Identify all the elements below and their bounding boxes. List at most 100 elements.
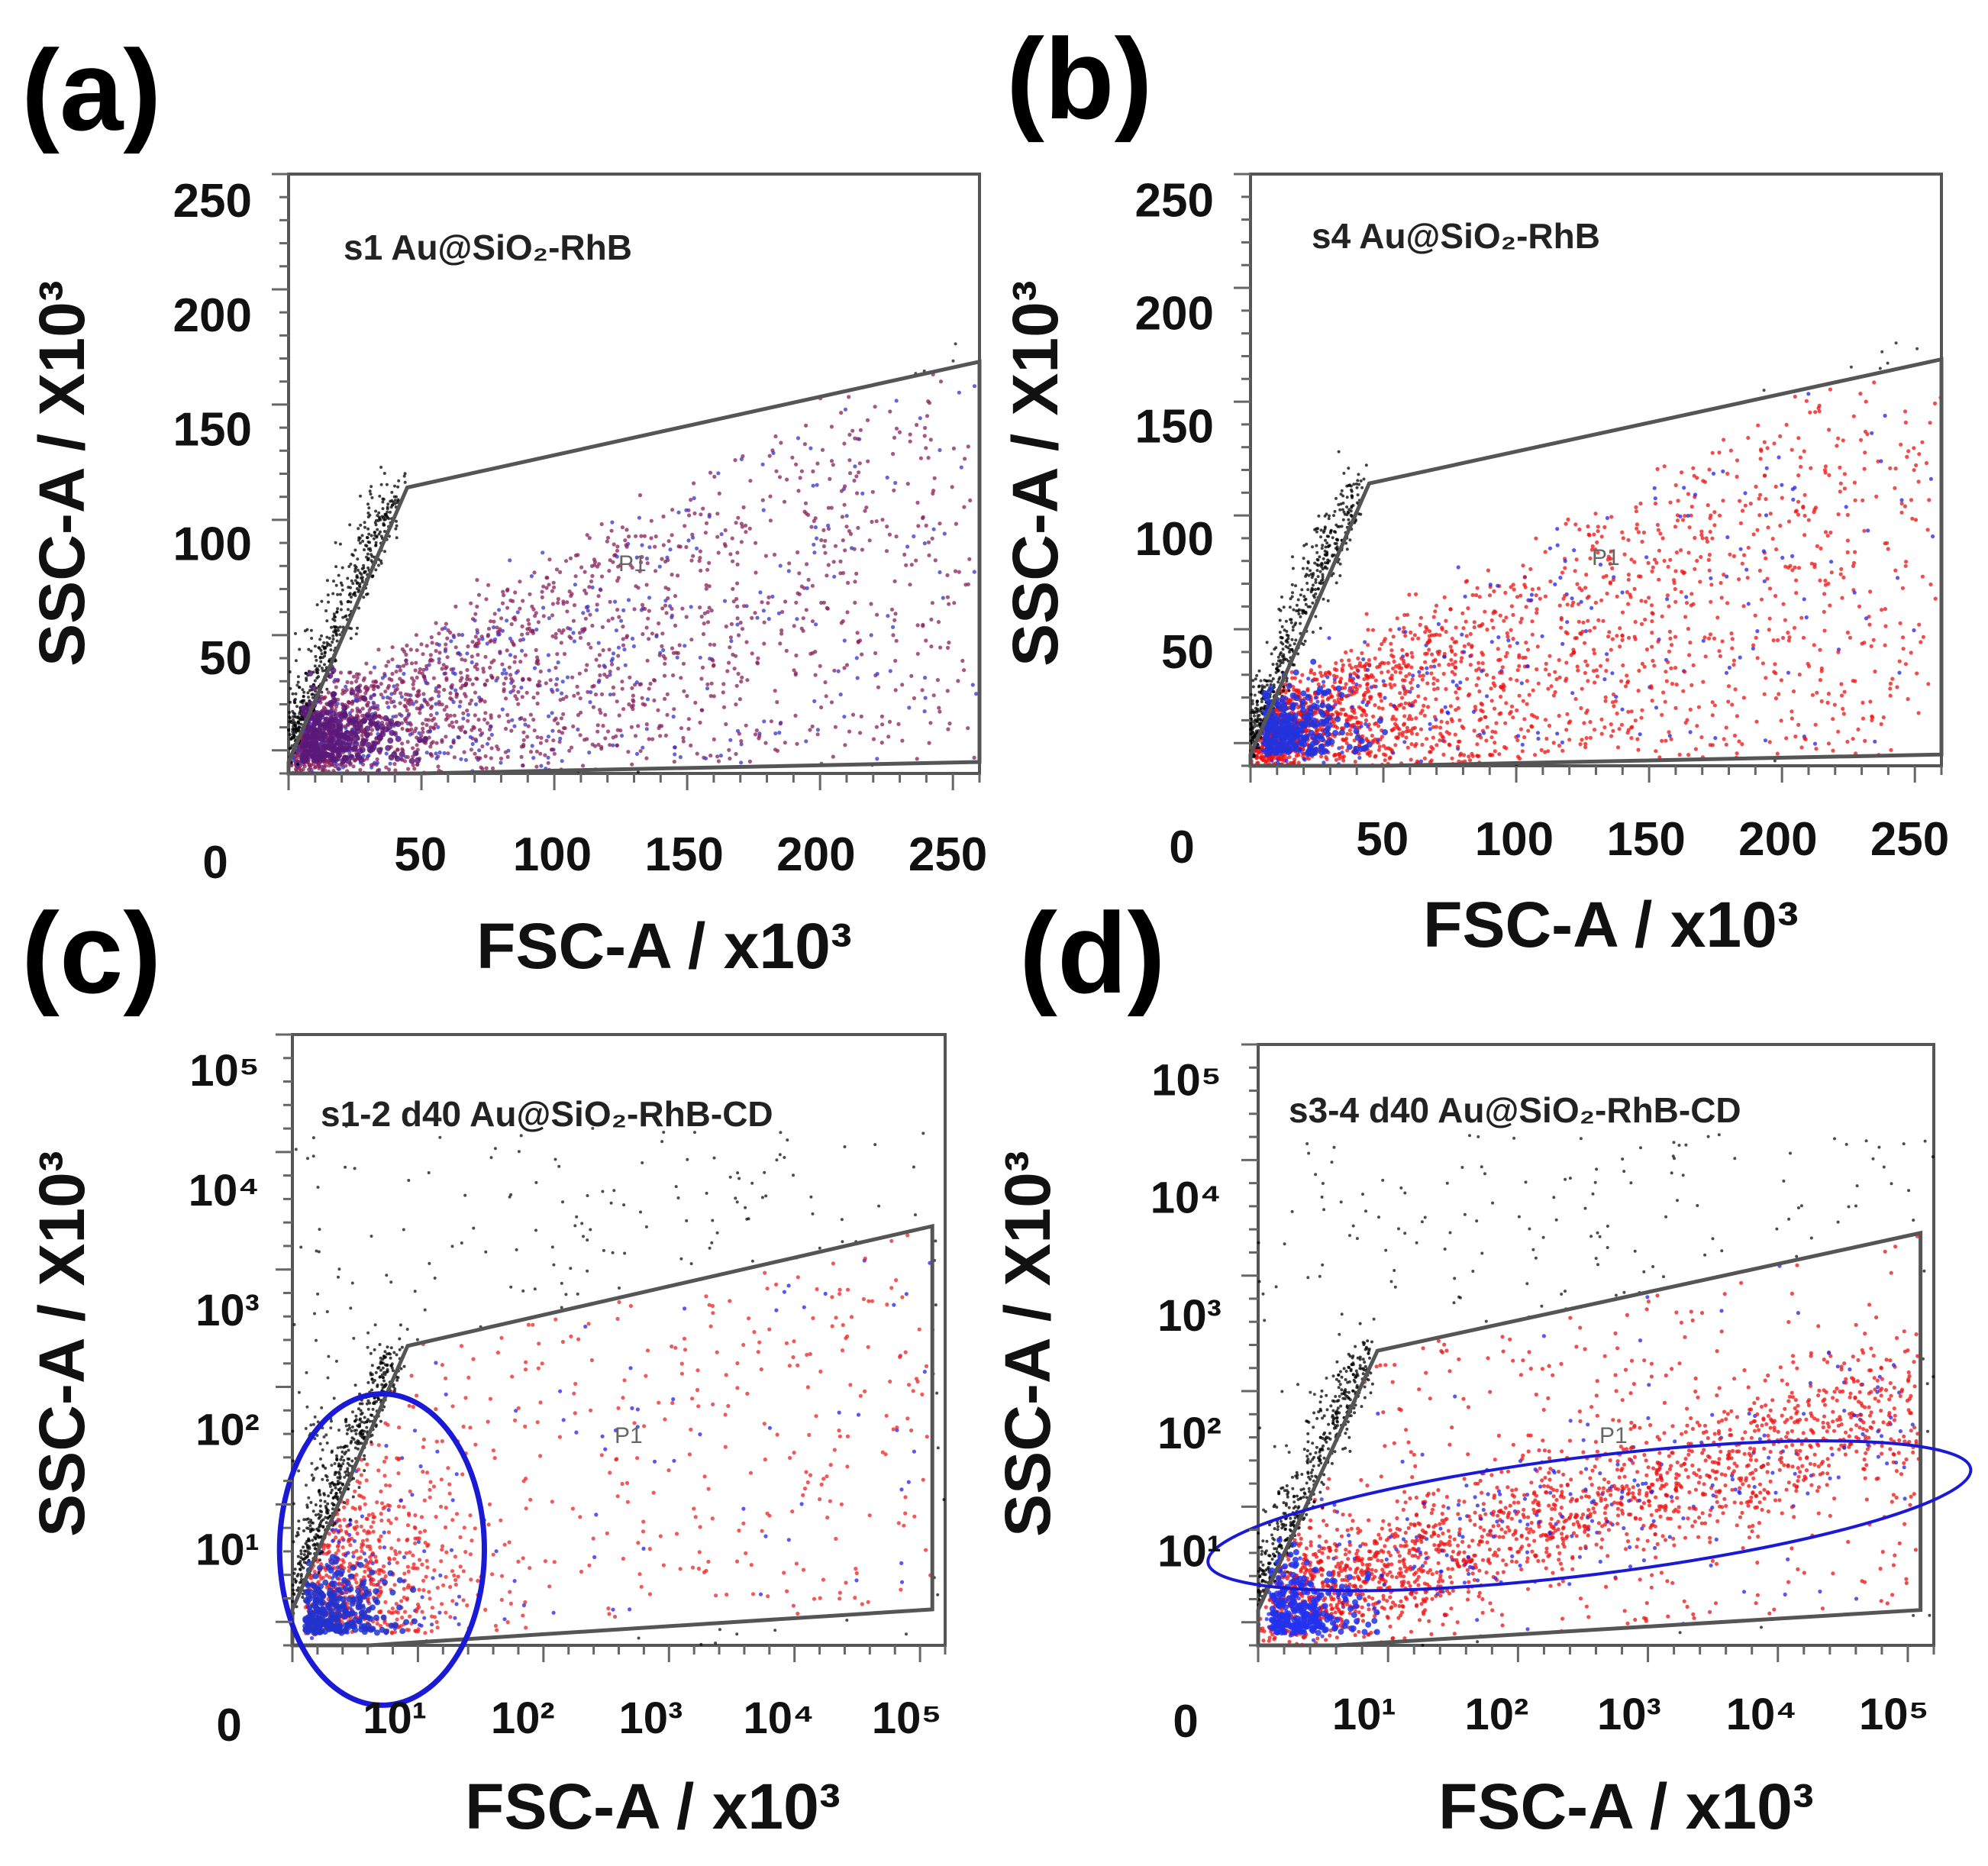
gated-event-dot [1434, 603, 1439, 608]
gated-event-dot [972, 755, 976, 760]
ungated-event-dot [288, 711, 292, 714]
gated-event-dot [951, 446, 956, 451]
gated-event-dot [824, 694, 828, 699]
gated-event-dot [428, 744, 433, 749]
gated-event-dot [1522, 735, 1527, 740]
fluorescent-event-dot [555, 676, 560, 681]
gated-event-dot [859, 714, 863, 719]
fluorescent-event-dot [1780, 555, 1785, 560]
ungated-event-dot [325, 579, 329, 583]
gated-event-dot [521, 677, 525, 682]
gated-event-dot [413, 668, 418, 673]
gated-event-dot [1668, 636, 1673, 641]
gated-event-dot [1544, 667, 1548, 672]
gated-event-dot [425, 702, 431, 707]
gated-event-dot [440, 702, 444, 707]
gated-event-dot [522, 718, 527, 722]
gated-event-dot [581, 764, 586, 768]
gated-event-dot [1666, 660, 1670, 664]
gated-event-dot [1635, 522, 1639, 527]
gated-event-dot [645, 561, 650, 566]
y-tick-label: 200 [173, 289, 252, 342]
gated-event-dot [1650, 611, 1654, 615]
gated-event-dot [313, 765, 318, 770]
gated-event-dot [1691, 663, 1696, 668]
gated-event-dot [819, 538, 824, 543]
gated-event-dot [486, 721, 490, 725]
fluorescent-event-dot [923, 696, 928, 700]
gated-event-dot [1783, 618, 1787, 622]
ungated-event-dot [288, 733, 292, 737]
gated-event-dot [1671, 578, 1677, 583]
gated-event-dot [1831, 748, 1835, 753]
gated-event-dot [1509, 704, 1515, 709]
gated-event-dot [924, 523, 928, 528]
gated-event-dot [1485, 628, 1489, 632]
gated-event-dot [829, 425, 834, 429]
gated-event-dot [1423, 630, 1428, 634]
gated-event-dot [721, 705, 727, 709]
gated-event-dot [829, 505, 834, 510]
gated-event-dot [1760, 661, 1765, 666]
gated-event-dot [689, 638, 694, 642]
gated-event-dot [1587, 628, 1593, 633]
ungated-event-dot [332, 625, 336, 628]
gated-event-dot [474, 676, 479, 681]
gated-event-dot [1798, 455, 1802, 460]
gated-event-dot [1432, 633, 1437, 638]
gated-event-dot [592, 557, 597, 562]
gated-event-dot [502, 681, 506, 686]
gated-event-dot [1461, 626, 1466, 631]
gated-event-dot [479, 765, 483, 770]
gated-event-dot [712, 474, 717, 479]
gated-event-dot [476, 718, 481, 722]
gated-event-dot [932, 476, 937, 480]
ungated-event-dot [357, 527, 360, 531]
gated-event-dot [1771, 638, 1776, 643]
gated-event-dot [1660, 738, 1664, 744]
gated-event-dot [293, 767, 299, 771]
gated-event-dot [662, 673, 667, 678]
ungated-event-dot [363, 521, 366, 525]
gated-event-dot [437, 689, 441, 695]
gated-event-dot [802, 509, 807, 514]
gated-event-dot [1794, 578, 1799, 583]
gated-event-dot [698, 720, 702, 725]
gated-event-dot [1779, 718, 1783, 723]
gated-event-dot [702, 611, 707, 615]
fluorescent-event-dot [477, 748, 482, 753]
gated-event-dot [1535, 667, 1539, 672]
gated-event-dot [355, 706, 360, 711]
ungated-event-dot [340, 566, 344, 570]
gated-event-dot [660, 631, 665, 636]
gated-event-dot [484, 766, 489, 770]
gated-event-dot [915, 422, 919, 428]
gated-event-dot [703, 531, 708, 535]
gated-event-dot [873, 651, 878, 656]
ungated-event-dot [293, 701, 297, 705]
gated-event-dot [1845, 739, 1850, 744]
fluorescent-event-dot [354, 699, 359, 703]
gated-event-dot [1402, 625, 1406, 631]
gated-event-dot [448, 691, 453, 696]
gated-event-dot [778, 722, 783, 726]
gated-event-dot [449, 667, 453, 672]
gated-event-dot [739, 739, 744, 744]
gated-event-dot [578, 635, 583, 641]
dense-core-dot [387, 738, 394, 744]
gated-event-dot [741, 505, 746, 510]
gated-event-dot [449, 684, 453, 689]
gated-event-dot [947, 722, 952, 726]
gated-event-dot [1823, 530, 1828, 534]
gated-event-dot [966, 726, 970, 731]
gated-event-dot [583, 738, 587, 742]
gated-event-dot [615, 608, 620, 612]
ungated-event-dot [331, 638, 335, 641]
gated-event-dot [562, 651, 567, 657]
gated-event-dot [553, 666, 558, 670]
gated-event-dot [679, 726, 684, 731]
ungated-event-dot [363, 548, 366, 551]
gated-event-dot [1655, 522, 1660, 528]
ungated-event-dot [298, 647, 302, 651]
gated-event-dot [900, 738, 905, 743]
